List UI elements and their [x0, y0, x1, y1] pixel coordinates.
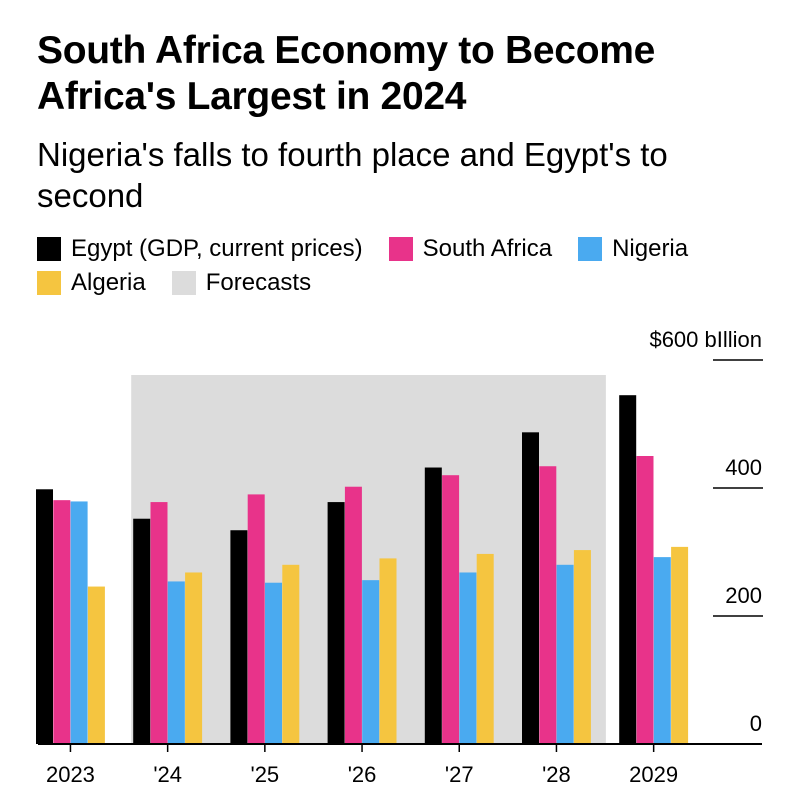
- bar-egypt-2029: [619, 395, 637, 744]
- chart-title: South Africa Economy to Become Africa's …: [37, 29, 655, 118]
- y-tick-label-0: 0: [750, 711, 762, 736]
- bar-egypt-24: [133, 518, 151, 744]
- bar-algeria-26: [379, 558, 397, 744]
- legend-label-forecasts: Forecasts: [205, 269, 312, 296]
- y-tick-label-200: 200: [725, 583, 762, 608]
- legend-item-algeria: Algeria: [37, 269, 146, 297]
- legend-label-nigeria: Nigeria: [612, 235, 689, 262]
- chart-subtitle: Nigeria's falls to fourth place and Egyp…: [37, 136, 668, 214]
- legend-swatch-egypt: [37, 237, 61, 261]
- bar-nigeria-2029: [653, 557, 671, 744]
- bar-south-africa-26: [344, 486, 362, 744]
- legend-row-2: Algeria Forecasts: [37, 266, 777, 300]
- legend-row-1: Egypt (GDP, current prices) South Africa…: [37, 232, 777, 266]
- bar-algeria-28: [573, 550, 591, 744]
- bar-south-africa-25: [247, 494, 265, 744]
- bar-egypt-28: [522, 432, 539, 744]
- bar-nigeria-26: [362, 580, 380, 744]
- x-tick-label-26: '26: [348, 762, 377, 787]
- bar-nigeria-24: [167, 581, 185, 744]
- x-tick-label-28: '28: [542, 762, 571, 787]
- bar-south-africa-28: [539, 466, 557, 744]
- y-tick-label-400: 400: [725, 455, 762, 480]
- legend-item-south-africa: South Africa: [388, 235, 553, 263]
- bar-algeria-25: [282, 564, 300, 744]
- bar-egypt-25: [230, 530, 248, 744]
- bar-nigeria-2023: [70, 501, 88, 744]
- legend-swatch-algeria: [37, 271, 61, 295]
- y-tick-label-600: $600 bIllion: [649, 327, 762, 352]
- gdp-bar-chart: $600 bIllion 400 200 0 2023 '24 '25 '26 '27 '28 20…: [36, 327, 763, 787]
- legend-label-algeria: Algeria: [71, 269, 146, 296]
- bar-algeria-2029: [671, 546, 689, 744]
- bar-nigeria-25: [265, 582, 282, 744]
- x-tick-label-24: '24: [153, 762, 182, 787]
- x-tick-label-25: '25: [251, 762, 280, 787]
- legend-label-egypt: Egypt (GDP, current prices): [71, 235, 363, 262]
- bar-south-africa-27: [442, 475, 460, 744]
- legend-swatch-forecasts: [171, 271, 196, 295]
- bar-algeria-24: [185, 572, 203, 744]
- bar-nigeria-27: [459, 572, 477, 744]
- bar-south-africa-2029: [636, 456, 654, 744]
- legend-swatch-nigeria: [578, 237, 603, 261]
- legend-item-forecasts: Forecasts: [171, 269, 312, 297]
- bar-algeria-2023: [87, 586, 105, 744]
- x-tick-label-27: '27: [445, 762, 474, 787]
- legend: Egypt (GDP, current prices) South Africa…: [37, 232, 777, 300]
- bar-egypt-26: [327, 502, 345, 744]
- bar-nigeria-28: [556, 564, 574, 744]
- bar-south-africa-2023: [53, 500, 71, 744]
- bar-algeria-27: [476, 553, 494, 744]
- legend-swatch-south-africa: [388, 237, 413, 261]
- bar-south-africa-24: [150, 502, 168, 744]
- x-tick-label-2023: 2023: [46, 762, 95, 787]
- bar-egypt-27: [424, 467, 442, 744]
- legend-label-south-africa: South Africa: [422, 235, 553, 262]
- legend-item-nigeria: Nigeria: [578, 235, 688, 263]
- x-tick-label-2029: 2029: [629, 762, 678, 787]
- legend-item-egypt: Egypt (GDP, current prices): [37, 235, 363, 263]
- bar-egypt-2023: [36, 489, 53, 744]
